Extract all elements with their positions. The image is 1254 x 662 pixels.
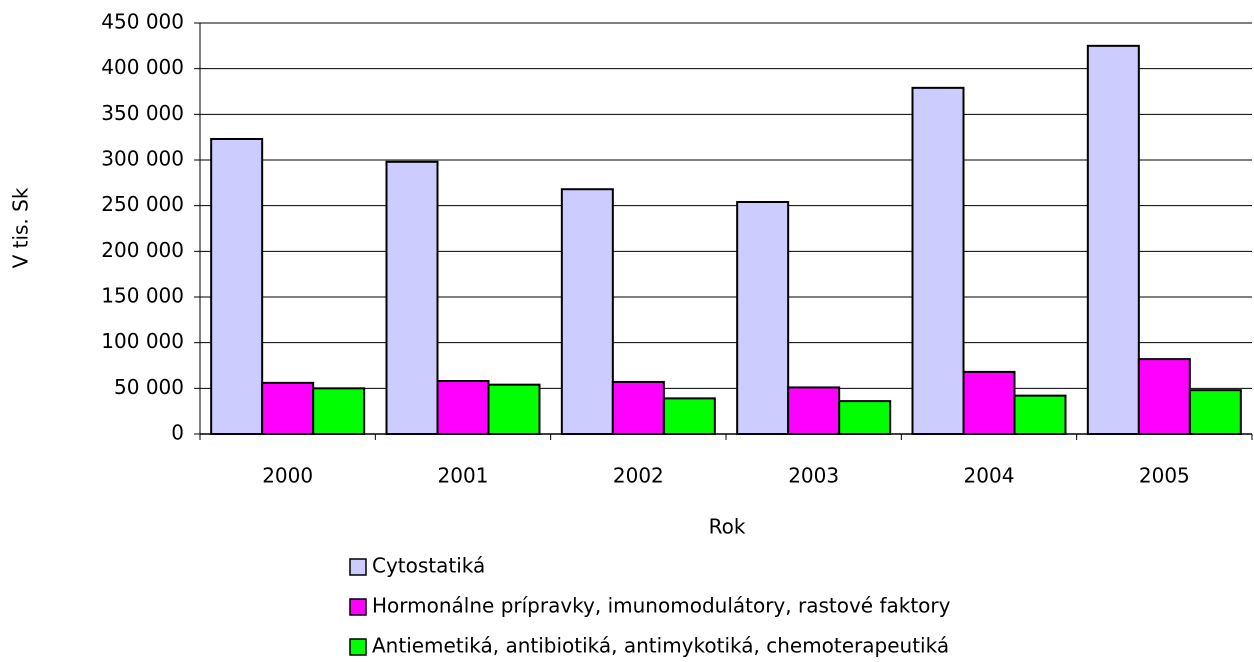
bar — [210, 137, 264, 435]
legend-label: Antiemetiká, antibiotiká, antimykotiká, … — [372, 634, 949, 658]
bar — [312, 387, 366, 436]
bar — [1013, 394, 1067, 436]
x-axis-title: Rok — [709, 515, 746, 539]
bar — [487, 383, 541, 435]
legend-swatch — [349, 558, 367, 576]
x-tick-label: 2003 — [788, 464, 839, 488]
legend-label: Cytostatiká — [372, 554, 485, 578]
bar — [436, 380, 490, 436]
bar — [1086, 44, 1140, 435]
y-tick-label: 450 000 — [101, 10, 184, 34]
bar — [261, 381, 315, 435]
bar — [385, 160, 439, 435]
legend-label: Hormonálne prípravky, imunomodulátory, r… — [372, 594, 951, 618]
bar — [911, 86, 965, 435]
y-tick-label: 0 — [171, 421, 184, 445]
y-tick-label: 350 000 — [101, 101, 184, 125]
y-tick-label: 300 000 — [101, 147, 184, 171]
y-tick-label: 200 000 — [101, 238, 184, 262]
x-tick-label: 2001 — [438, 464, 489, 488]
bar — [736, 201, 790, 435]
x-tick-label: 2004 — [964, 464, 1015, 488]
y-axis-title: V tis. Sk — [9, 187, 33, 268]
x-tick-label: 2000 — [262, 464, 313, 488]
y-tick-label: 50 000 — [114, 375, 184, 399]
x-tick-label: 2002 — [613, 464, 664, 488]
bar — [1188, 389, 1242, 436]
legend-swatch — [349, 598, 367, 616]
bar — [611, 380, 665, 436]
y-tick-label: 150 000 — [101, 284, 184, 308]
y-tick-label: 100 000 — [101, 329, 184, 353]
y-tick-label: 400 000 — [101, 55, 184, 79]
legend-swatch — [349, 638, 367, 656]
bar — [787, 386, 841, 436]
y-tick-label: 250 000 — [101, 192, 184, 216]
x-tick-label: 2005 — [1139, 464, 1190, 488]
bar — [560, 188, 614, 435]
bar — [838, 400, 892, 435]
bar — [1137, 358, 1191, 435]
bar — [662, 397, 716, 436]
bar — [962, 370, 1016, 436]
